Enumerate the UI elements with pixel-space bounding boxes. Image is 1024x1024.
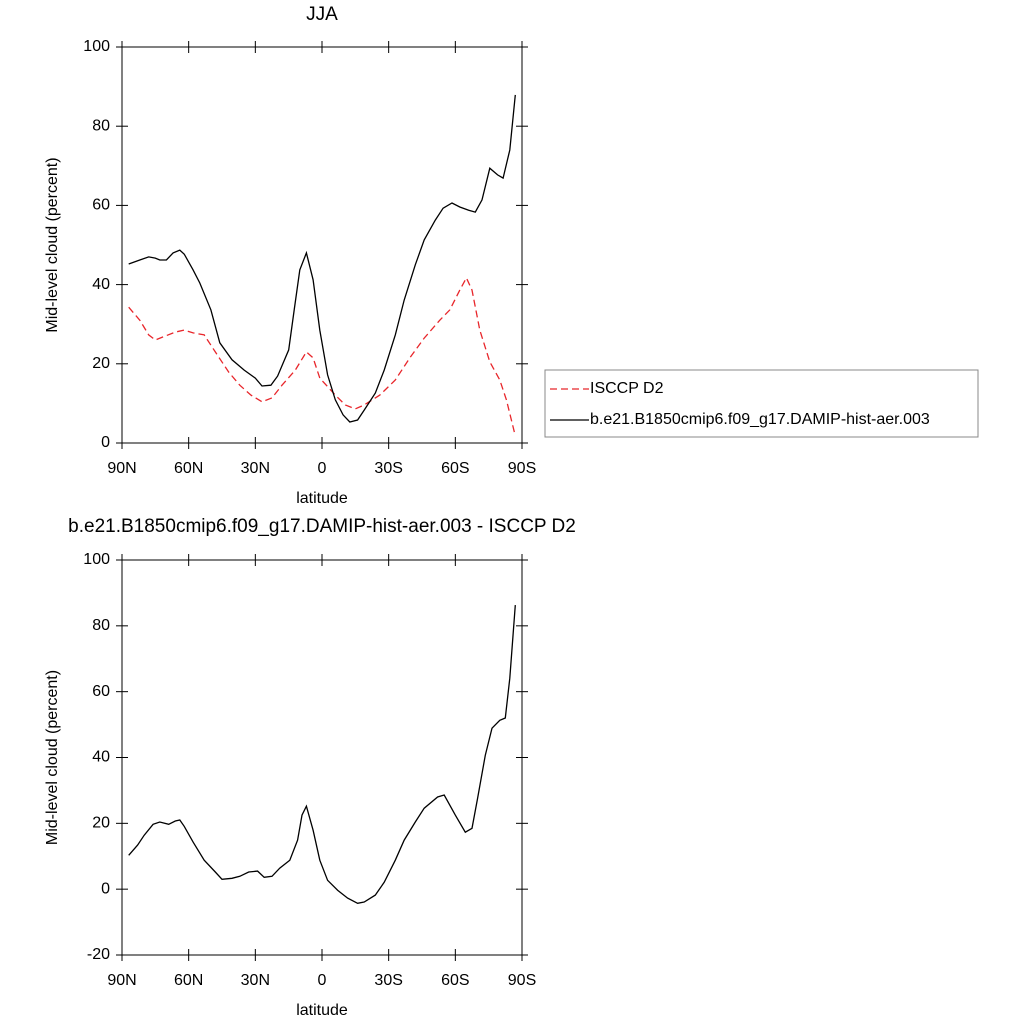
x-tick-label: 30S <box>374 460 402 477</box>
y-tick-label: 0 <box>101 434 110 451</box>
x-tick-label: 0 <box>318 460 327 477</box>
x-tick-label: 0 <box>318 972 327 989</box>
y-tick-label: -20 <box>87 946 110 963</box>
chart-title: JJA <box>306 4 338 25</box>
y-tick-label: 0 <box>101 880 110 897</box>
series-line <box>128 605 516 904</box>
chart-title: b.e21.B1850cmip6.f09_g17.DAMIP-hist-aer.… <box>68 516 576 537</box>
y-tick-label: 80 <box>92 117 110 134</box>
y-tick-label: 40 <box>92 749 110 766</box>
x-axis-label: latitude <box>296 490 348 507</box>
plot-frame <box>121 559 523 956</box>
x-tick-label: 60N <box>174 460 203 477</box>
plot-frame <box>121 46 523 444</box>
x-tick-label: 90S <box>508 460 536 477</box>
y-tick-label: 100 <box>83 38 110 55</box>
legend-label: ISCCP D2 <box>590 380 664 397</box>
x-tick-label: 90N <box>107 972 136 989</box>
x-tick-label: 90N <box>107 460 136 477</box>
series-line <box>128 94 516 423</box>
legend-label: b.e21.B1850cmip6.f09_g17.DAMIP-hist-aer.… <box>590 411 930 428</box>
y-tick-label: 60 <box>92 197 110 214</box>
legend-box <box>544 369 979 438</box>
x-tick-label: 90S <box>508 972 536 989</box>
y-tick-label: 60 <box>92 683 110 700</box>
y-tick-label: 40 <box>92 276 110 293</box>
x-axis-label: latitude <box>296 1002 348 1019</box>
series-line <box>128 276 516 437</box>
x-tick-label: 60S <box>441 460 469 477</box>
x-tick-label: 30N <box>241 972 270 989</box>
y-tick-label: 20 <box>92 355 110 372</box>
y-tick-label: 20 <box>92 815 110 832</box>
y-tick-label: 80 <box>92 617 110 634</box>
y-axis-label: Mid-level cloud (percent) <box>44 157 61 332</box>
y-axis-label: Mid-level cloud (percent) <box>44 670 61 845</box>
x-tick-label: 30S <box>374 972 402 989</box>
y-tick-label: 100 <box>83 551 110 568</box>
x-tick-label: 60N <box>174 972 203 989</box>
x-tick-label: 60S <box>441 972 469 989</box>
x-tick-label: 30N <box>241 460 270 477</box>
